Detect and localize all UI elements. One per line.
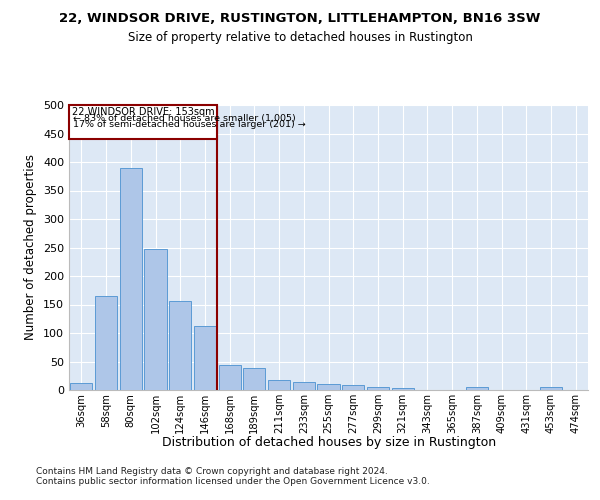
Text: Distribution of detached houses by size in Rustington: Distribution of detached houses by size … bbox=[162, 436, 496, 449]
Bar bbox=[243, 368, 265, 390]
Bar bbox=[95, 296, 117, 390]
Bar bbox=[268, 380, 290, 390]
Text: 22 WINDSOR DRIVE: 153sqm: 22 WINDSOR DRIVE: 153sqm bbox=[72, 106, 214, 117]
Bar bbox=[317, 384, 340, 390]
Bar bbox=[466, 387, 488, 390]
Y-axis label: Number of detached properties: Number of detached properties bbox=[25, 154, 37, 340]
FancyBboxPatch shape bbox=[69, 105, 217, 139]
Text: ← 83% of detached houses are smaller (1,005): ← 83% of detached houses are smaller (1,… bbox=[73, 114, 295, 122]
Bar bbox=[367, 386, 389, 390]
Bar bbox=[70, 382, 92, 390]
Bar bbox=[392, 388, 414, 390]
Bar bbox=[169, 300, 191, 390]
Text: Contains public sector information licensed under the Open Government Licence v3: Contains public sector information licen… bbox=[36, 477, 430, 486]
Bar bbox=[293, 382, 315, 390]
Bar bbox=[218, 366, 241, 390]
Bar bbox=[194, 326, 216, 390]
Text: 22, WINDSOR DRIVE, RUSTINGTON, LITTLEHAMPTON, BN16 3SW: 22, WINDSOR DRIVE, RUSTINGTON, LITTLEHAM… bbox=[59, 12, 541, 26]
Text: Size of property relative to detached houses in Rustington: Size of property relative to detached ho… bbox=[128, 32, 472, 44]
Bar bbox=[145, 248, 167, 390]
Bar bbox=[540, 387, 562, 390]
Text: Contains HM Land Registry data © Crown copyright and database right 2024.: Contains HM Land Registry data © Crown c… bbox=[36, 467, 388, 476]
Text: 17% of semi-detached houses are larger (201) →: 17% of semi-detached houses are larger (… bbox=[73, 120, 305, 130]
Bar bbox=[342, 385, 364, 390]
Bar bbox=[119, 168, 142, 390]
